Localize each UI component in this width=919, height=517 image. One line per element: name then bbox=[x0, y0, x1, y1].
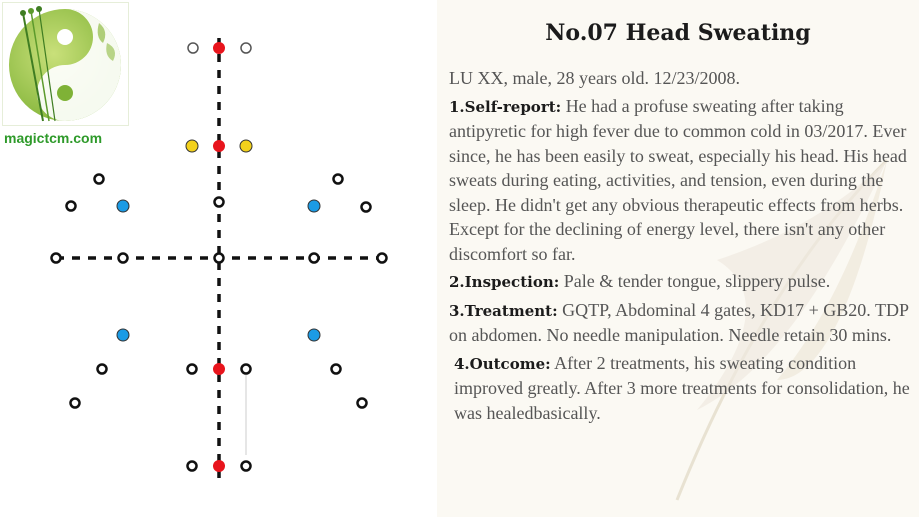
acupoint-ring bbox=[356, 397, 368, 409]
needle-point-red bbox=[213, 140, 225, 152]
needle-point-blue bbox=[307, 328, 321, 342]
feather-watermark-icon bbox=[675, 158, 889, 501]
acupoint-ring bbox=[240, 363, 252, 375]
treatment-label: 3.Treatment: bbox=[449, 301, 558, 320]
needle-point-blue bbox=[307, 199, 321, 213]
needle-point-blue bbox=[116, 328, 130, 342]
acupoint-ring bbox=[186, 460, 198, 472]
inspection-text: Pale & tender tongue, slippery pulse. bbox=[563, 271, 831, 291]
inspection-label: 2.Inspection: bbox=[449, 273, 560, 291]
outcome-text: After 2 treatments, his sweating conditi… bbox=[454, 352, 910, 423]
acupoint-ring bbox=[240, 42, 252, 54]
treatment-section: 3.Treatment: GQTP, Abdominal 4 gates, KD… bbox=[449, 298, 915, 348]
acupoint-ring bbox=[187, 42, 199, 54]
acupoint-ring bbox=[360, 201, 372, 213]
patient-intro: LU XX, male, 28 years old. 12/23/2008. bbox=[449, 68, 740, 88]
acupoint-ring bbox=[308, 252, 320, 264]
self-report-section: 1.Self-report: He had a profuse sweating… bbox=[449, 94, 915, 267]
needle-point-blue bbox=[116, 199, 130, 213]
needle-point-red bbox=[213, 363, 225, 375]
acupoint-ring bbox=[50, 252, 62, 264]
acupoint-ring bbox=[65, 200, 77, 212]
outcome-section: 4.Outcome: After 2 treatments, his sweat… bbox=[449, 351, 915, 426]
self-report-label: 1.Self-report: bbox=[449, 97, 562, 116]
treatment-text: GQTP, Abdominal 4 gates, KD17 + GB20. TD… bbox=[449, 299, 909, 346]
site-url[interactable]: magictcm.com bbox=[4, 130, 103, 146]
acupoint-ring bbox=[69, 397, 81, 409]
self-report-text: He had a profuse sweating after taking a… bbox=[449, 95, 907, 264]
acupoint-diagram bbox=[50, 38, 388, 478]
case-body: LU XX, male, 28 years old. 12/23/2008. 1… bbox=[449, 66, 915, 425]
yin-yang-needles-icon bbox=[9, 6, 121, 122]
logo[interactable] bbox=[2, 2, 129, 126]
acupoint-ring bbox=[330, 363, 342, 375]
outcome-label: 4.Outcome: bbox=[454, 354, 551, 373]
needle-point-yellow bbox=[239, 139, 253, 153]
case-title: No.07 Head Sweating bbox=[545, 20, 811, 46]
acupoint-diagram-panel: magictcm.com bbox=[0, 0, 437, 517]
acupoint-ring bbox=[213, 252, 225, 264]
acupoint-ring bbox=[376, 252, 388, 264]
acupoint-ring bbox=[117, 252, 129, 264]
acupoint-ring bbox=[93, 173, 105, 185]
needle-point-red bbox=[213, 460, 225, 472]
acupoint-ring bbox=[186, 363, 198, 375]
case-panel: No.07 Head Sweating LU XX, male, 28 year… bbox=[437, 0, 919, 517]
acupoint-ring bbox=[240, 460, 252, 472]
needle-point-red bbox=[213, 42, 225, 54]
inspection-section: 2.Inspection: Pale & tender tongue, slip… bbox=[449, 269, 915, 295]
acupoint-ring bbox=[96, 363, 108, 375]
acupoint-ring bbox=[332, 173, 344, 185]
acupoint-ring bbox=[213, 196, 225, 208]
needle-point-yellow bbox=[185, 139, 199, 153]
